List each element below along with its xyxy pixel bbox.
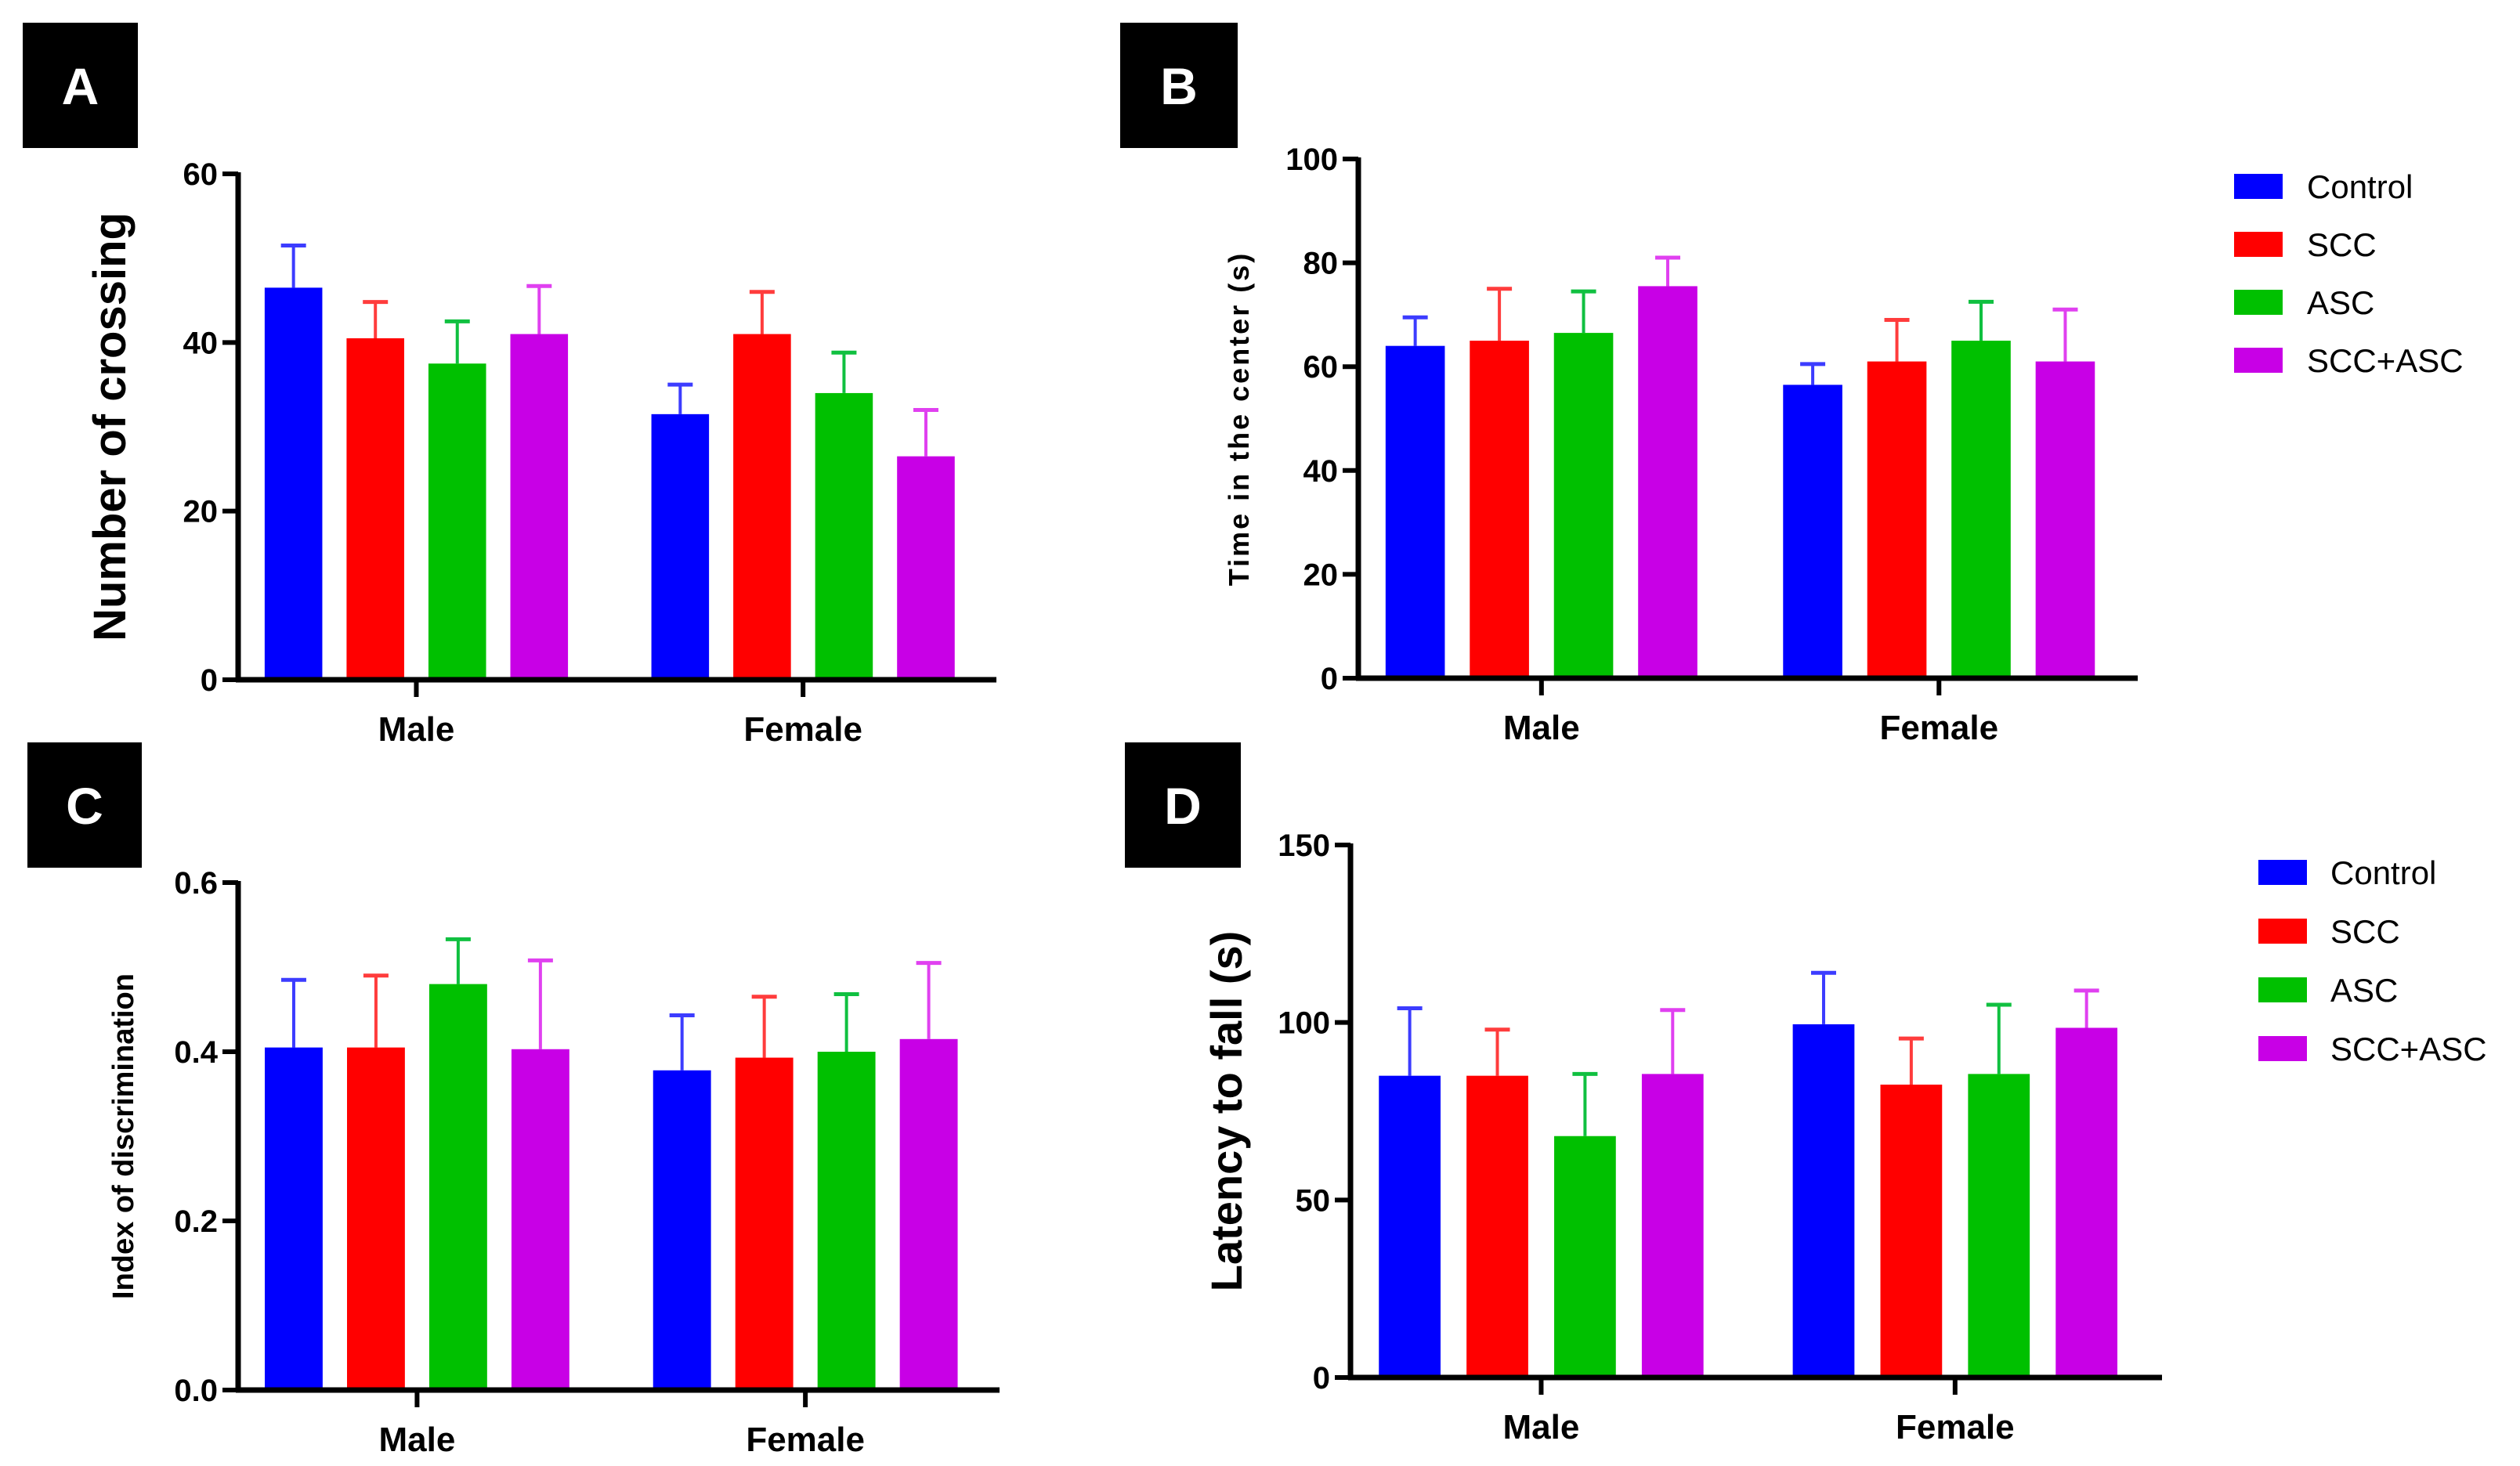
- x-tick-label: Female: [746, 1421, 865, 1459]
- y-tick-label: 0: [1321, 662, 1338, 696]
- bar-scc-asc-female: [897, 456, 955, 680]
- bar-scc-female: [1880, 1085, 1943, 1378]
- bar-scc-female: [1867, 361, 1927, 678]
- legend-label: SCC+ASC: [2307, 342, 2464, 379]
- y-tick-label: 0.4: [174, 1035, 218, 1070]
- panel-d: D Latency to fall (s) Male Female 0 50 100 150 C…: [1125, 742, 2487, 1446]
- panel-label: D: [1164, 777, 1202, 835]
- panel-label-box: [23, 23, 138, 148]
- y-tick-label: 60: [183, 157, 219, 192]
- bar-scc-asc-female: [2055, 1027, 2118, 1378]
- x-tick-label: Female: [743, 710, 862, 749]
- y-tick-label: 80: [1303, 247, 1339, 281]
- bar-control-male: [265, 1047, 323, 1390]
- x-tick-label: Female: [1896, 1408, 2015, 1446]
- bar-control-female: [1792, 1024, 1855, 1378]
- bar-asc-male: [428, 984, 487, 1390]
- panel-a: A Number of crossing Male Female 0 20 40 60: [23, 23, 996, 749]
- bar-scc-asc-male: [511, 1049, 569, 1390]
- y-tick-label: 60: [1303, 350, 1339, 385]
- legend: Control SCC ASC SCC+ASC: [2258, 854, 2487, 1067]
- bar-control-male: [1379, 1075, 1441, 1378]
- bar-scc-male: [346, 1047, 405, 1390]
- bar-scc-female: [733, 334, 791, 680]
- x-tick-label: Male: [378, 710, 455, 749]
- y-tick-label: 40: [1303, 454, 1339, 489]
- legend-label: ASC: [2330, 972, 2398, 1009]
- bar-asc-female: [817, 1052, 876, 1390]
- x-tick-label: Female: [1879, 709, 1998, 747]
- y-tick-label: 0: [201, 663, 218, 698]
- y-tick-label: 100: [1285, 143, 1338, 177]
- bar-asc-female: [815, 392, 873, 680]
- bar-scc-asc-male: [1638, 286, 1697, 678]
- legend-swatch: [2234, 348, 2283, 373]
- bar-control-male: [1385, 345, 1445, 678]
- y-tick-label: 0.2: [174, 1204, 218, 1239]
- bar-control-female: [651, 413, 710, 680]
- legend-swatch: [2258, 860, 2307, 885]
- bar-asc-male: [1553, 333, 1614, 678]
- legend-swatch: [2234, 290, 2283, 315]
- panel-c: C Index of discrimination Male Female 0.0 0.2…: [27, 742, 1000, 1459]
- x-tick-label: Male: [1503, 1408, 1580, 1446]
- bar-scc-male: [1470, 341, 1529, 678]
- bar-scc-asc-female: [2035, 361, 2095, 678]
- bar-asc-female: [1968, 1074, 2030, 1378]
- y-axis-label: Time in the center (s): [1223, 251, 1255, 586]
- legend: Control SCC ASC SCC+ASC: [2234, 168, 2464, 379]
- legend-label: SCC+ASC: [2330, 1031, 2487, 1067]
- y-tick-label: 20: [183, 495, 219, 529]
- legend-swatch: [2234, 174, 2283, 199]
- legend-swatch: [2258, 977, 2307, 1002]
- bar-scc-asc-female: [899, 1038, 958, 1390]
- bar-control-male: [264, 287, 323, 680]
- y-axis-label: Number of crossing: [85, 212, 136, 641]
- y-tick-label: 150: [1278, 829, 1330, 863]
- bar-asc-male: [428, 363, 486, 680]
- bar-scc-asc-male: [510, 334, 569, 680]
- panel-label: C: [66, 777, 103, 835]
- y-tick-label: 20: [1303, 558, 1339, 592]
- legend-swatch: [2234, 232, 2283, 257]
- legend-label: ASC: [2307, 284, 2374, 321]
- x-tick-label: Male: [1503, 709, 1580, 747]
- panel-label: A: [62, 57, 99, 115]
- panel-label-box: [1120, 23, 1238, 148]
- y-tick-label: 100: [1278, 1006, 1330, 1041]
- legend-label: SCC: [2330, 913, 2400, 950]
- legend-label: SCC: [2307, 226, 2377, 263]
- legend-label: Control: [2307, 168, 2413, 205]
- x-tick-label: Male: [379, 1421, 456, 1459]
- panel-label-box: [1125, 742, 1241, 868]
- bar-scc-female: [735, 1057, 794, 1390]
- legend-label: Control: [2330, 854, 2436, 891]
- panel-b: B Time in the center (s) Male Female 0 20 40 60…: [1120, 23, 2464, 747]
- legend-swatch: [2258, 1036, 2307, 1061]
- y-axis-label: Index of discrimination: [107, 973, 140, 1299]
- bar-asc-male: [1554, 1136, 1616, 1378]
- bar-asc-female: [1951, 341, 2011, 678]
- legend-swatch: [2258, 919, 2307, 944]
- bar-scc-male: [346, 338, 404, 680]
- panel-label: B: [1160, 57, 1198, 115]
- bar-control-female: [653, 1070, 711, 1390]
- y-tick-label: 0.6: [174, 866, 218, 901]
- bar-scc-asc-male: [1641, 1074, 1704, 1378]
- bar-scc-male: [1466, 1075, 1528, 1378]
- y-tick-label: 50: [1296, 1183, 1331, 1218]
- bar-control-female: [1783, 385, 1842, 678]
- y-axis-label: Latency to fall (s): [1202, 931, 1251, 1292]
- y-tick-label: 40: [183, 326, 219, 360]
- y-tick-label: 0.0: [174, 1374, 218, 1408]
- panel-label-box: [27, 742, 142, 868]
- y-tick-label: 0: [1313, 1361, 1330, 1396]
